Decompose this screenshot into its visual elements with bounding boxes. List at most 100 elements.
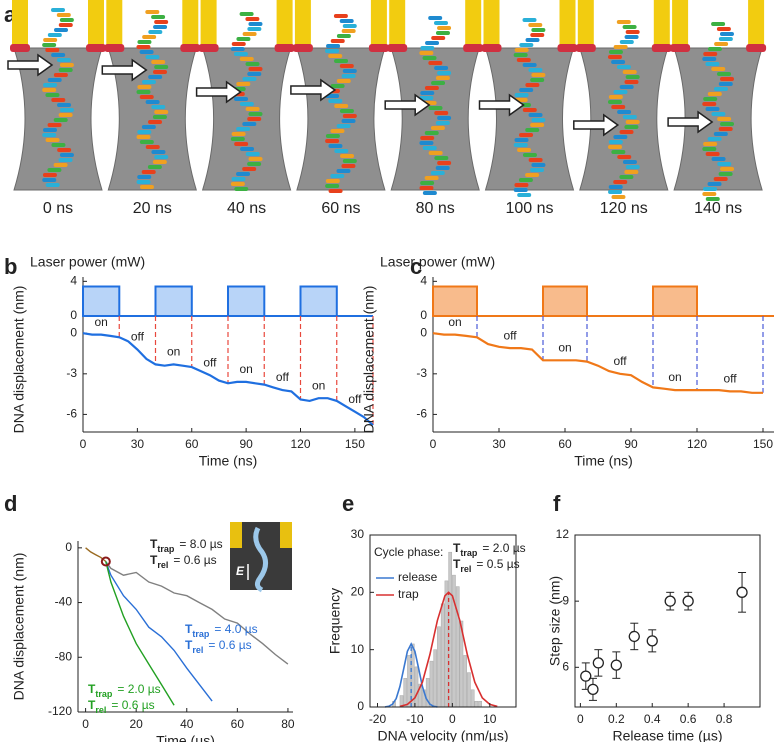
dna-base xyxy=(419,186,434,190)
annotation-part: rel xyxy=(460,564,471,574)
dna-base xyxy=(233,52,248,56)
dna-base xyxy=(608,95,623,99)
electrode xyxy=(276,0,293,48)
frame-label: 40 ns xyxy=(227,200,266,217)
dna-base xyxy=(518,178,533,182)
dna-base xyxy=(716,27,731,31)
y-tick-label: -40 xyxy=(55,595,73,609)
dna-base xyxy=(608,50,623,54)
frame-label: 140 ns xyxy=(694,200,742,217)
dna-base xyxy=(53,73,68,77)
annotation-part: trap xyxy=(192,629,210,639)
dna-base xyxy=(247,162,262,166)
dna-base xyxy=(231,177,246,181)
inset-electrode xyxy=(280,522,292,548)
arrow xyxy=(7,53,54,77)
dna-base xyxy=(341,119,356,123)
dna-base xyxy=(58,68,73,72)
dna-base xyxy=(519,43,534,47)
annotation: Ttrap = 2.0 µs xyxy=(453,541,526,558)
dna-base xyxy=(707,92,722,96)
dna-base xyxy=(230,137,245,141)
dna-base xyxy=(326,44,341,48)
arrow xyxy=(290,78,337,102)
dna-base xyxy=(718,82,733,86)
laser-power xyxy=(432,285,774,317)
dna-base xyxy=(519,88,534,92)
dna-base xyxy=(622,160,637,164)
dna-base xyxy=(57,148,72,152)
dna-base xyxy=(434,111,449,115)
dna-base xyxy=(142,80,157,84)
annotation-part: = 0.5 µs xyxy=(476,557,519,571)
dna-base xyxy=(137,40,152,44)
dna-base xyxy=(707,182,722,186)
dna-base xyxy=(613,90,628,94)
dna-base xyxy=(437,71,452,75)
membrane-edge xyxy=(670,44,691,52)
y-tick-label: -120 xyxy=(48,704,72,718)
x-tick-label: 60 xyxy=(558,437,572,451)
dna-base xyxy=(611,150,626,154)
dna-base xyxy=(713,132,728,136)
y-tick-label: -3 xyxy=(66,366,77,380)
md-frame xyxy=(573,0,672,199)
electrode xyxy=(672,0,689,48)
annotation-part: rel xyxy=(192,645,203,655)
point xyxy=(592,657,604,669)
dna-base xyxy=(153,25,168,29)
dna-base xyxy=(624,35,639,39)
dna-base xyxy=(624,170,639,174)
histogram-bar xyxy=(470,689,475,708)
panel-letter: e xyxy=(342,491,354,516)
dna-base xyxy=(703,142,718,146)
annotation: Ttrap = 2.0 µs xyxy=(88,682,161,699)
dna-base xyxy=(45,138,60,142)
dna-base xyxy=(705,152,720,156)
membrane-edge xyxy=(463,44,484,52)
dna-base xyxy=(154,110,169,114)
dna-base xyxy=(705,107,720,111)
md-frame xyxy=(7,0,106,191)
dna-base xyxy=(622,115,637,119)
dna-base xyxy=(424,86,439,90)
dna-base xyxy=(42,173,57,177)
dna-base xyxy=(613,180,628,184)
arrow xyxy=(667,110,714,134)
dna-base xyxy=(136,135,151,139)
x-axis-label: Time (ns) xyxy=(199,453,258,469)
electrode xyxy=(483,0,500,48)
dna-base xyxy=(340,154,355,158)
x-tick-label: 0.6 xyxy=(680,712,697,726)
y-axis-label: DNA displacement (nm) xyxy=(11,553,27,701)
dna-base xyxy=(717,72,732,76)
dna-base xyxy=(236,82,251,86)
frame-label: 100 ns xyxy=(505,200,553,217)
phase-label: on xyxy=(448,315,461,329)
dna-base xyxy=(152,160,167,164)
y-tick-label: 4 xyxy=(420,274,427,288)
electrode xyxy=(748,0,765,48)
electrode xyxy=(653,0,670,48)
dna-base xyxy=(437,26,452,30)
md-frame xyxy=(290,0,389,193)
dna-base xyxy=(47,168,62,172)
dna-base xyxy=(705,197,720,201)
histogram-bar xyxy=(463,655,467,708)
y-tick-label: 0 xyxy=(70,325,77,339)
x-axis-label: DNA velocity (nm/µs) xyxy=(378,728,509,742)
dna-base xyxy=(619,130,634,134)
dna-base xyxy=(154,65,169,69)
annotation-part: T xyxy=(185,622,193,636)
inset-label: E xyxy=(236,564,245,578)
y-tick-label: 9 xyxy=(562,593,569,607)
dna-base xyxy=(519,133,534,137)
membrane-edge xyxy=(368,44,389,52)
panel-letter: f xyxy=(553,491,561,516)
dna-base xyxy=(137,130,152,134)
dna-base xyxy=(239,102,254,106)
dna-base xyxy=(42,178,57,182)
dna-base xyxy=(624,125,639,129)
dna-base xyxy=(522,18,537,22)
panel-letter: b xyxy=(4,254,17,279)
